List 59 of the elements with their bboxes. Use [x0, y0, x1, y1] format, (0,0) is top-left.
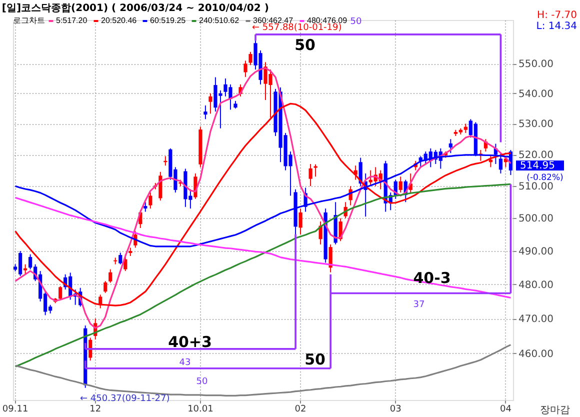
candlestick — [488, 154, 492, 168]
candlestick — [118, 252, 122, 265]
line-series — [14, 196, 512, 299]
candlestick — [448, 138, 452, 154]
candlestick — [204, 104, 208, 120]
legend-title: 로그차트 — [13, 16, 45, 25]
y-tick-label: 500.00 — [518, 214, 554, 225]
candlestick — [314, 164, 318, 178]
legend-label: 5:517.20 — [56, 16, 88, 25]
x-tick-label: 04 — [500, 404, 512, 414]
x-tick-label: 09.11 — [2, 404, 28, 414]
candlestick — [144, 202, 148, 212]
candlestick — [298, 208, 302, 236]
y-tick-label: 550.00 — [518, 59, 554, 70]
y-tick-label: 460.00 — [518, 349, 554, 360]
candlestick — [108, 268, 112, 284]
legend-label: 20:520.46 — [101, 16, 138, 25]
candlestick — [398, 176, 402, 193]
annotation: 40-3 — [413, 269, 451, 287]
text: 514.95 — [520, 160, 555, 172]
chart-title: [일]코스닥종합(2001) ( 2006/03/24 ~ 2010/04/02 ) — [2, 3, 269, 14]
annotation: 37 — [413, 300, 425, 310]
text: 장마감 — [540, 405, 570, 416]
annotation: 43 — [179, 358, 191, 368]
y-tick-label: 510.00 — [518, 182, 554, 193]
candlestick — [308, 164, 312, 187]
y-tick-label: 520.00 — [518, 150, 554, 162]
candlestick — [464, 123, 468, 134]
legend-label: 240:510.62 — [199, 16, 240, 25]
x-tick-label: 10.01 — [188, 404, 214, 414]
x-tick-label: 03 — [390, 404, 402, 414]
candlestick — [58, 286, 62, 300]
y-tick-label: 530.00 — [518, 119, 554, 130]
candlestick — [318, 220, 322, 245]
y-tick-label: 480.00 — [518, 280, 554, 291]
text: L: 14.34 — [536, 21, 577, 32]
x-tick-label: 12 — [90, 404, 102, 414]
candlestick — [244, 60, 248, 78]
annotation: 40+3 — [168, 333, 212, 351]
candlestick — [24, 264, 28, 275]
candlestick — [148, 192, 152, 210]
legend-label: 60:519.25 — [150, 16, 186, 25]
annotation: 50 — [196, 377, 208, 387]
annotation: 50 — [294, 36, 316, 54]
candlestick — [208, 92, 212, 114]
annotation: ← 450.37(09-11-27) — [80, 394, 170, 404]
legend-label: 360:462.47 — [253, 16, 294, 25]
annotation: ← 557.88(10-01-19) — [252, 23, 342, 33]
candlestick — [248, 51, 252, 66]
candlestick — [104, 280, 108, 294]
y-tick-label: 470.00 — [518, 314, 554, 326]
x-tick-label: 02 — [294, 404, 306, 414]
annotation: 50 — [350, 17, 362, 27]
y-tick-label: 540.00 — [518, 88, 554, 100]
text: (-0.82%) — [526, 173, 564, 183]
annotation: 50 — [304, 350, 326, 368]
y-tick-label: 490.00 — [518, 246, 554, 258]
legend-label: 480:476.09 — [307, 16, 348, 25]
text: H: -7.70 — [537, 10, 577, 21]
